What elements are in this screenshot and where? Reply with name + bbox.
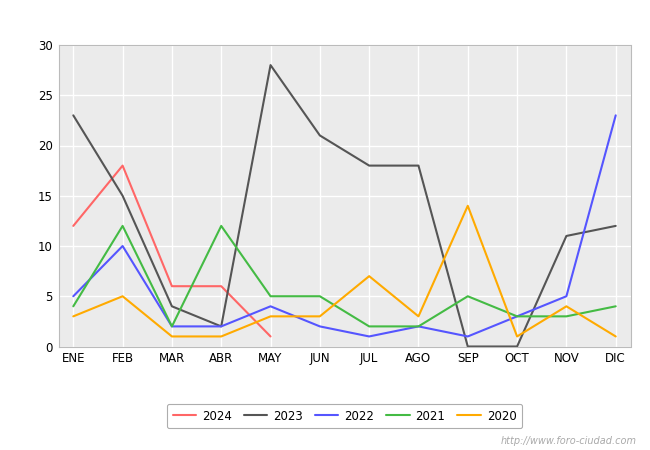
2023 — [266, 63, 274, 68]
2020 — [266, 314, 274, 319]
Line: 2022: 2022 — [73, 115, 616, 337]
2024 — [119, 163, 127, 168]
2020 — [316, 314, 324, 319]
2020 — [415, 314, 422, 319]
2020 — [562, 304, 570, 309]
2020 — [70, 314, 77, 319]
Text: Matriculaciones de Vehículos en Peñalba: Matriculaciones de Vehículos en Peñalba — [142, 10, 508, 28]
2020 — [168, 334, 176, 339]
2023 — [612, 223, 619, 229]
2023 — [119, 193, 127, 198]
2021 — [217, 223, 225, 229]
2023 — [168, 304, 176, 309]
Line: 2021: 2021 — [73, 226, 616, 326]
2022 — [70, 293, 77, 299]
2021 — [514, 314, 521, 319]
2022 — [464, 334, 472, 339]
2023 — [464, 344, 472, 349]
2020 — [365, 274, 373, 279]
2021 — [562, 314, 570, 319]
2021 — [168, 324, 176, 329]
2021 — [415, 324, 422, 329]
Text: http://www.foro-ciudad.com: http://www.foro-ciudad.com — [501, 436, 637, 446]
2024 — [168, 284, 176, 289]
Line: 2024: 2024 — [73, 166, 270, 337]
Line: 2023: 2023 — [73, 65, 616, 346]
2022 — [415, 324, 422, 329]
Legend: 2024, 2023, 2022, 2021, 2020: 2024, 2023, 2022, 2021, 2020 — [166, 404, 523, 428]
2023 — [562, 233, 570, 238]
2020 — [464, 203, 472, 208]
Line: 2020: 2020 — [73, 206, 616, 337]
2021 — [70, 304, 77, 309]
2022 — [168, 324, 176, 329]
2020 — [612, 334, 619, 339]
2023 — [217, 324, 225, 329]
2021 — [464, 293, 472, 299]
2021 — [266, 293, 274, 299]
2022 — [316, 324, 324, 329]
2023 — [365, 163, 373, 168]
2021 — [612, 304, 619, 309]
2021 — [316, 293, 324, 299]
2021 — [365, 324, 373, 329]
2024 — [266, 334, 274, 339]
2023 — [70, 112, 77, 118]
2020 — [217, 334, 225, 339]
2020 — [514, 334, 521, 339]
2022 — [562, 293, 570, 299]
2023 — [514, 344, 521, 349]
2022 — [217, 324, 225, 329]
2023 — [415, 163, 422, 168]
2020 — [119, 293, 127, 299]
2024 — [217, 284, 225, 289]
2022 — [266, 304, 274, 309]
2022 — [119, 243, 127, 249]
2022 — [514, 314, 521, 319]
2022 — [612, 112, 619, 118]
2023 — [316, 133, 324, 138]
2024 — [70, 223, 77, 229]
2022 — [365, 334, 373, 339]
2021 — [119, 223, 127, 229]
